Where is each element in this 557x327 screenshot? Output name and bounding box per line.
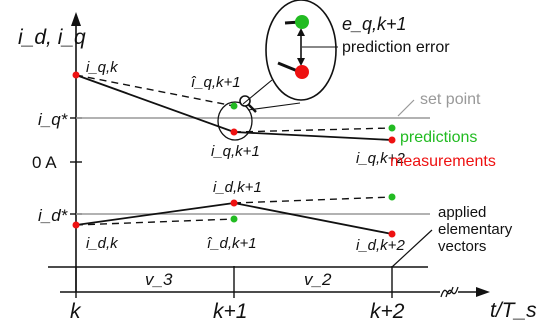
x-tick-label-k: k xyxy=(70,300,82,323)
label-id-k: i_d,k xyxy=(86,235,119,252)
applied-vectors-label-3: vectors xyxy=(438,238,486,255)
applied-vectors-label-2: elementary xyxy=(438,221,513,238)
iq-measurement-k1 xyxy=(230,128,238,136)
iq-predicted-segment-1 xyxy=(75,74,235,107)
set-point-label: set point xyxy=(420,91,481,108)
y-tick-label-zero: 0 A xyxy=(32,153,57,172)
iq-predicted-segment-2 xyxy=(233,127,393,133)
label-iq-k1-pred: î_q,k+1 xyxy=(191,74,241,91)
x-axis-label: t/T_s xyxy=(490,299,537,322)
id-measured-segment-2 xyxy=(233,202,393,235)
iq-measurement-k xyxy=(72,71,80,79)
iq-measurement-k2 xyxy=(388,136,396,144)
label-iq-k2: i_q,k+2 xyxy=(356,150,405,167)
label-id-k1-pred: î_d,k+1 xyxy=(207,235,257,252)
iq-measured-segment-2 xyxy=(233,131,393,141)
id-predicted-segment-1 xyxy=(75,218,235,226)
zoom-measurement-dot xyxy=(295,65,309,79)
y-axis-label: i_d, i_q xyxy=(18,26,86,49)
error-arrow-up xyxy=(297,28,305,36)
magnifier-icon xyxy=(239,95,251,107)
magnifier-handle xyxy=(248,104,257,113)
iq-prediction-k1 xyxy=(230,102,238,110)
id-measurement-k xyxy=(72,221,80,229)
predictions-label: predictions xyxy=(400,129,477,146)
error-symbol-label: e_q,k+1 xyxy=(342,14,407,34)
label-id-k1: i_d,k+1 xyxy=(213,179,262,196)
x-tick-label-k1: k+1 xyxy=(213,300,247,323)
y-tick-label-iq-ref: i_q* xyxy=(38,110,69,129)
iq-measured-segment-1 xyxy=(75,74,235,133)
measurements-label: measurements xyxy=(390,153,496,170)
id-predicted-segment-2 xyxy=(233,196,393,204)
id-measurement-k2 xyxy=(388,230,396,238)
vectors-pointer xyxy=(391,229,433,268)
zoom-prediction-dot xyxy=(295,15,309,29)
iq-prediction-k2 xyxy=(388,124,396,132)
label-id-k2: i_d,k+2 xyxy=(356,237,405,254)
label-iq-k: i_q,k xyxy=(86,59,119,76)
id-measurement-k1 xyxy=(230,199,238,207)
set-point-pointer xyxy=(397,99,415,117)
id-prediction-k1 xyxy=(230,215,238,223)
x-axis-arrow xyxy=(476,287,490,297)
y-axis-arrow xyxy=(71,12,81,26)
zoom-connector xyxy=(242,79,273,105)
zoom-connector xyxy=(247,102,301,111)
id-measured-segment-1 xyxy=(75,202,235,226)
axis-break-mark xyxy=(445,286,459,298)
zoom-region-ellipse xyxy=(217,101,253,141)
error-arrow-down xyxy=(297,58,305,66)
label-iq-k1: i_q,k+1 xyxy=(211,143,260,160)
y-tick-label-id-ref: i_d* xyxy=(38,206,69,225)
prediction-error-label: prediction error xyxy=(342,39,450,56)
x-tick-label-k2: k+2 xyxy=(370,300,405,323)
id-prediction-k2 xyxy=(388,193,396,201)
vector-v2-label: v_2 xyxy=(304,270,332,289)
vector-v3-label: v_3 xyxy=(145,270,173,289)
applied-vectors-label-1: applied xyxy=(438,204,486,221)
